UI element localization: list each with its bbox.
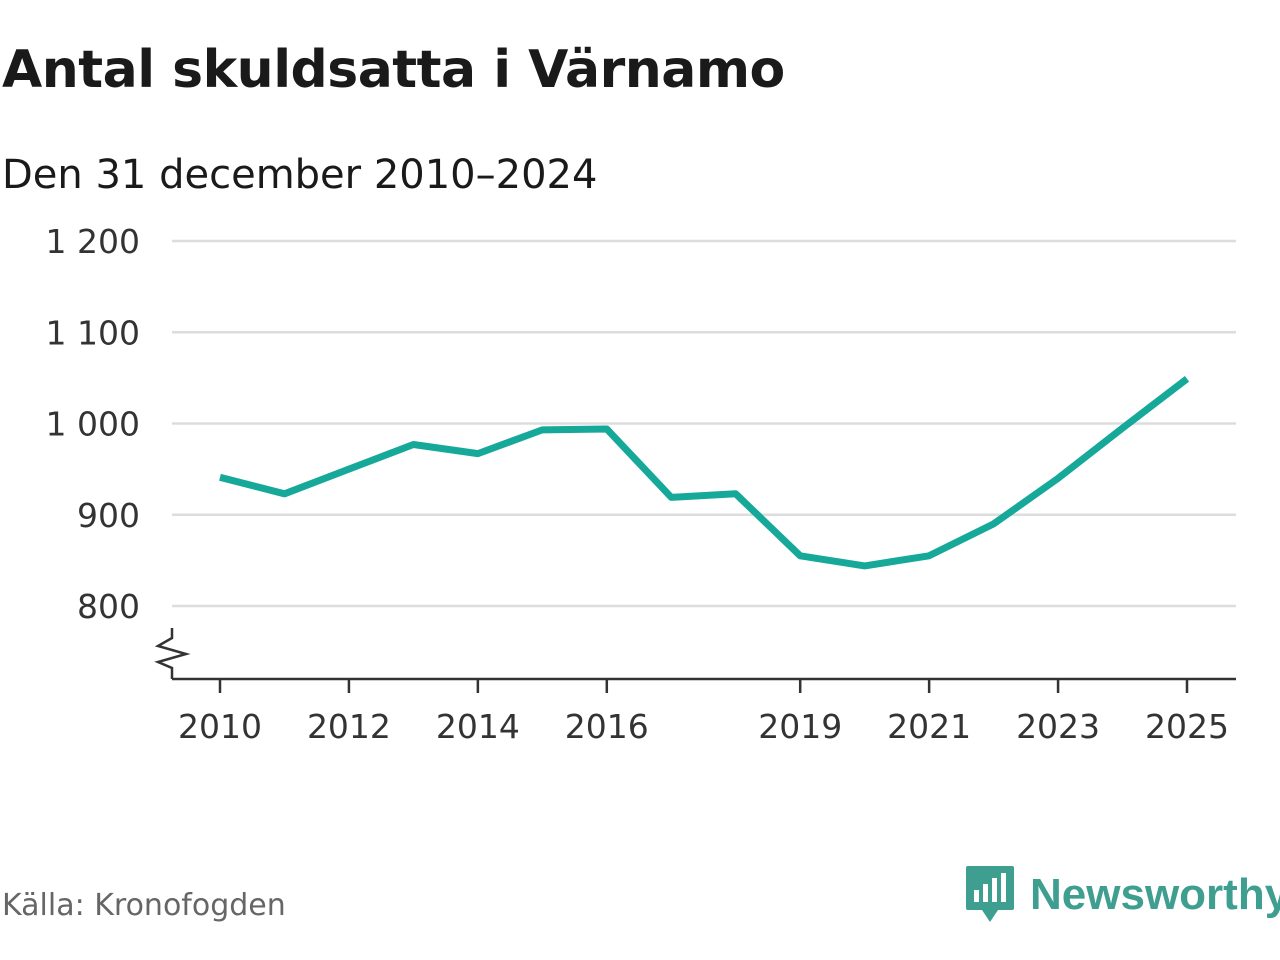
y-tick-label: 1 200	[46, 222, 140, 261]
y-tick-label: 1 100	[46, 313, 140, 352]
x-tick-label: 2012	[307, 707, 391, 746]
y-axis-labels: 800 900 1 000 1 100 1 200	[46, 222, 140, 626]
newsworthy-logo-icon	[966, 866, 1014, 922]
x-axis	[154, 628, 1236, 693]
series-group	[219, 376, 1190, 570]
x-tick-label: 2014	[436, 707, 520, 746]
brand-logo: Newsworthy	[964, 864, 1280, 926]
y-tick-label: 800	[77, 587, 140, 626]
x-tick-label: 2025	[1145, 707, 1229, 746]
chart-subtitle: Den 31 december 2010–2024	[2, 152, 598, 198]
y-tick-label: 1 000	[46, 405, 140, 444]
source-note: Källa: Kronofogden	[2, 888, 286, 923]
chart-title: Antal skuldsatta i Värnamo	[2, 40, 785, 100]
series-line	[219, 376, 1190, 570]
x-tick-label: 2016	[565, 707, 649, 746]
y-tick-label: 900	[77, 496, 140, 535]
x-tick-label: 2019	[758, 707, 842, 746]
brand-name: Newsworthy	[1030, 870, 1280, 919]
x-tick-label: 2023	[1016, 707, 1100, 746]
x-tick-label: 2021	[887, 707, 971, 746]
gridlines	[172, 239, 1236, 608]
x-axis-labels: 2010 2012 2014 2016 2019 2021 2023 2025	[178, 707, 1229, 746]
axis-break-icon	[154, 628, 191, 679]
x-tick-label: 2010	[178, 707, 262, 746]
